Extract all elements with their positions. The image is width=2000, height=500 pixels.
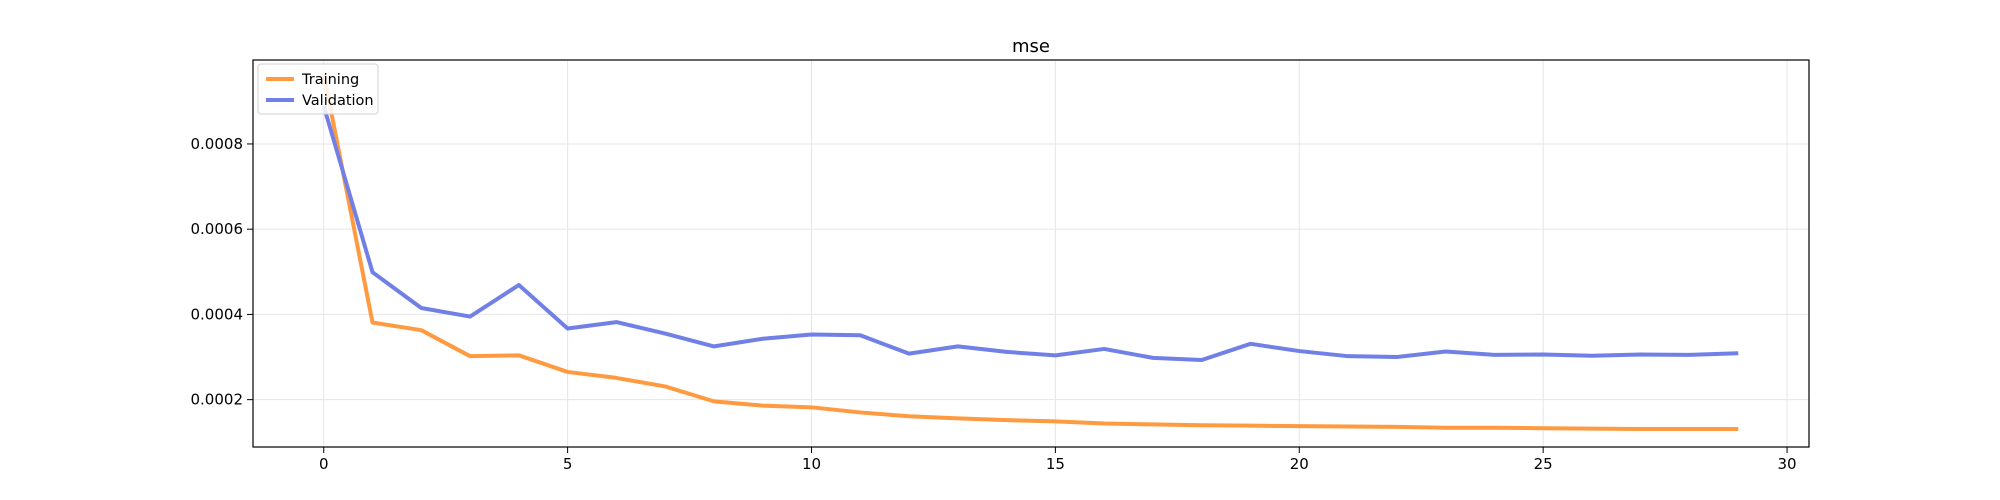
legend: Training Validation — [257, 63, 379, 115]
y-tick-label: 0.0006 — [191, 220, 244, 238]
series-line-training — [321, 73, 1739, 432]
chart-title: mse — [1012, 36, 1050, 57]
legend-label-training: Training — [301, 72, 359, 88]
y-tick-label: 0.0002 — [191, 391, 244, 409]
series-layer — [321, 73, 1739, 432]
x-tick-label: 20 — [1290, 455, 1309, 473]
x-tick-label: 0 — [319, 455, 329, 473]
y-tick-label: 0.0004 — [191, 305, 244, 323]
y-tick-label: 0.0008 — [191, 135, 244, 153]
axis-layer: 0 5 10 15 20 25 30 0.0002 0.0004 0.0006 0.0008 — [191, 135, 1797, 473]
x-tick-label: 5 — [563, 455, 573, 473]
legend-label-validation: Validation — [302, 93, 374, 109]
grid-layer — [253, 60, 1809, 447]
x-tick-label: 15 — [1046, 455, 1065, 473]
x-tick-label: 25 — [1534, 455, 1553, 473]
x-tick-label: 30 — [1778, 455, 1797, 473]
x-tick-label: 10 — [802, 455, 821, 473]
series-line-validation — [321, 105, 1739, 363]
plot-area-frame — [252, 59, 1810, 448]
